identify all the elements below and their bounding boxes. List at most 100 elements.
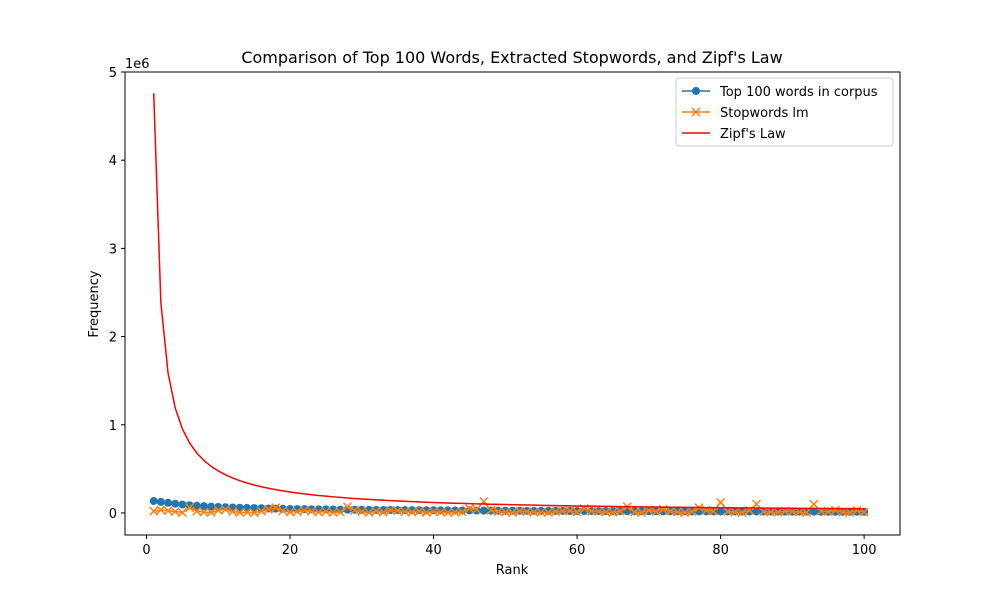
series-1-point xyxy=(637,507,647,518)
legend-entry-label: Zipf's Law xyxy=(720,127,786,142)
series-1-point xyxy=(429,507,439,517)
series-1-point xyxy=(651,507,661,517)
series-1-point xyxy=(687,507,697,517)
series-0-point xyxy=(479,506,488,515)
y-tick-label: 5 xyxy=(109,66,117,81)
series-1-point xyxy=(299,505,309,515)
series-1-point xyxy=(852,505,862,515)
series-1-point xyxy=(335,507,345,517)
series-1-point xyxy=(551,507,561,517)
series-0-point xyxy=(472,506,481,515)
series-1-point xyxy=(708,506,718,516)
series-1-point xyxy=(730,507,740,517)
x-tick-label: 40 xyxy=(425,543,442,558)
series-0-point xyxy=(178,500,187,509)
series-1-point xyxy=(292,507,302,517)
series-1-point xyxy=(421,507,431,518)
series-0-point xyxy=(372,505,381,514)
series-1-point xyxy=(393,506,403,516)
series-0-point xyxy=(501,506,510,515)
series-1-point xyxy=(845,507,855,518)
series-1-point xyxy=(242,507,252,517)
series-1-point xyxy=(773,507,783,517)
series-1-point xyxy=(766,507,776,517)
axes-layer: 0 20 40 60 80 100 0 1 2 3 4 5 xyxy=(109,66,901,558)
legend-box xyxy=(675,77,894,147)
series-1-point xyxy=(328,507,338,518)
series-0-point xyxy=(429,506,438,515)
series-1-point xyxy=(529,507,539,517)
series-0-point xyxy=(852,507,861,516)
series-1-point xyxy=(515,506,525,516)
series-1-point xyxy=(307,506,317,516)
series-1-point xyxy=(507,507,518,518)
series-1-point xyxy=(256,506,266,516)
series-1-point xyxy=(673,507,683,517)
series-1-point xyxy=(558,506,568,516)
x-tick-label: 20 xyxy=(282,543,299,558)
series-1-point xyxy=(723,507,733,517)
series-1-point xyxy=(615,506,625,516)
series-1-point xyxy=(795,507,805,517)
x-tick-label: 60 xyxy=(569,543,586,558)
series-1-point xyxy=(838,507,848,517)
series-0-point xyxy=(164,498,173,507)
series-1-point xyxy=(601,507,611,517)
series-1-point xyxy=(759,507,769,517)
series-1-point xyxy=(629,507,640,517)
series-1-point xyxy=(486,505,496,515)
series-layer xyxy=(149,93,869,518)
series-1-point xyxy=(586,506,596,516)
series-0-point xyxy=(637,507,646,516)
y-scale-label: 1e6 xyxy=(125,57,150,72)
series-1-point xyxy=(342,502,352,512)
series-1-point xyxy=(235,507,245,518)
y-axis-label: Frequency xyxy=(87,270,102,337)
series-1-point xyxy=(594,507,604,517)
series-1-point xyxy=(500,507,510,517)
legend-entry-label: Stopwords lm xyxy=(720,106,809,121)
series-0-point xyxy=(192,501,201,510)
y-tick-label: 1 xyxy=(109,419,117,434)
series-1-point xyxy=(436,507,446,517)
series-1-point xyxy=(170,507,180,517)
y-tick-label: 2 xyxy=(109,331,117,346)
series-1-point xyxy=(680,507,690,518)
series-line-2 xyxy=(152,93,865,510)
series-1-point xyxy=(407,507,417,517)
series-1-point xyxy=(357,507,367,517)
y-tick-label: 4 xyxy=(109,154,117,169)
series-1-point xyxy=(809,499,819,509)
series-1-point xyxy=(213,505,223,515)
series-0-point xyxy=(242,503,251,512)
series-1-point xyxy=(177,507,187,518)
series-1-point xyxy=(400,507,410,517)
series-1-point xyxy=(543,507,553,518)
chart-title: Comparison of Top 100 Words, Extracted S… xyxy=(241,48,782,67)
series-1-point xyxy=(192,506,202,516)
series-1-point xyxy=(149,506,159,516)
series-1-point xyxy=(565,506,575,516)
series-0-point xyxy=(680,507,689,516)
series-2 xyxy=(152,93,865,510)
series-1-point xyxy=(314,507,324,517)
series-1-point xyxy=(285,507,295,517)
series-1-point xyxy=(443,507,453,518)
series-0-point xyxy=(149,497,158,506)
series-1 xyxy=(149,496,869,518)
y-tick-label: 0 xyxy=(109,507,117,522)
series-1-point xyxy=(364,507,374,518)
series-1-point xyxy=(751,499,762,509)
series-line-1 xyxy=(153,500,865,514)
series-0-point xyxy=(207,502,216,511)
legend-marker xyxy=(692,87,700,95)
series-0-point xyxy=(300,505,309,514)
series-1-point xyxy=(536,507,546,517)
series-1-point xyxy=(228,507,238,517)
series-0-point xyxy=(185,501,194,510)
series-1-point xyxy=(350,505,360,515)
series-1-point xyxy=(830,505,840,515)
series-0-point xyxy=(171,499,180,508)
series-1-point xyxy=(522,507,532,517)
